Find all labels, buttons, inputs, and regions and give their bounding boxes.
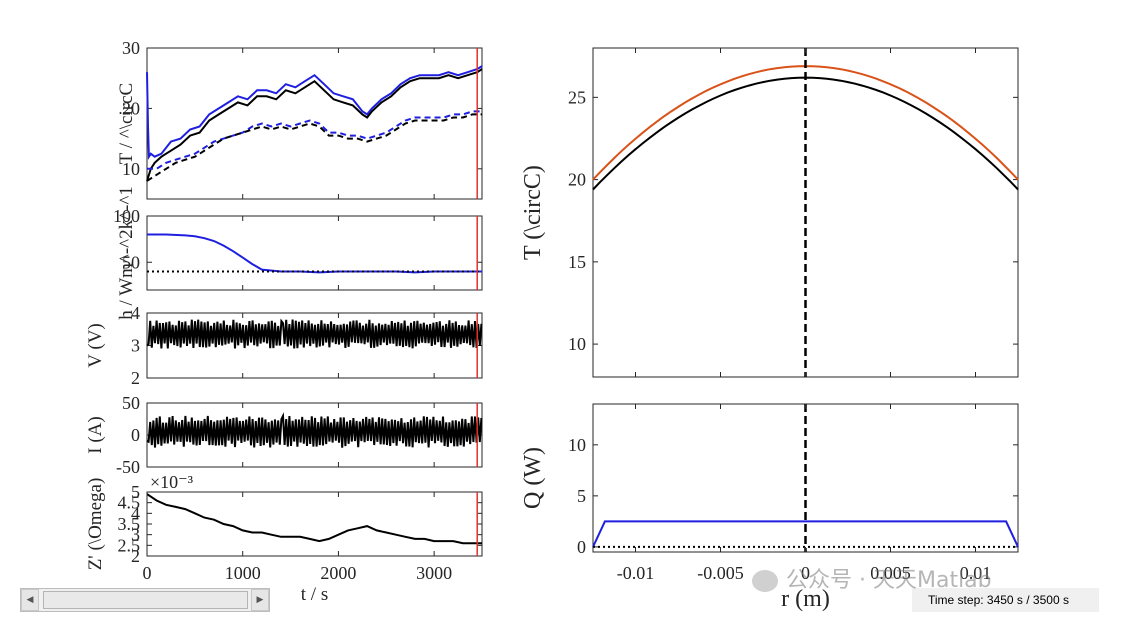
y-tick-label: 2	[131, 368, 140, 388]
series-line-blue-dashed	[147, 110, 482, 170]
series-line-black-dashed	[146, 113, 482, 182]
y-axis-label: h / Wm^-^2k^-^1	[116, 186, 137, 319]
y-axis-label: I (A)	[85, 416, 106, 453]
wechat-icon	[752, 570, 778, 592]
series-line-black-solid	[146, 493, 482, 545]
y-tick-label: 20	[122, 98, 140, 118]
x-tick-label: 0	[801, 563, 810, 583]
x-tick-label: 3000	[416, 563, 452, 583]
y-tick-label: 30	[122, 38, 140, 58]
watermark: 公众号 · 天天Matlab	[752, 562, 992, 594]
series-line-black-solid	[146, 318, 483, 349]
y-tick-label: 15	[568, 252, 586, 272]
y-tick-label: 4	[131, 303, 140, 323]
x-tick-label: -0.01	[617, 563, 655, 583]
y-tick-label: 4.5	[118, 493, 141, 513]
x-tick-label: 2000	[320, 563, 356, 583]
y-tick-label: 5	[131, 482, 140, 502]
axes-box-1	[146, 215, 483, 291]
time-step-label: Time step: 3450 s / 3500 s	[912, 588, 1099, 612]
z-exponent-label: ×10⁻³	[150, 472, 194, 492]
y-tick-label: -50	[116, 457, 140, 477]
y-tick-label: 3	[131, 525, 140, 545]
series-line-black-solid	[146, 412, 483, 448]
y-tick-label: 0	[577, 537, 586, 557]
x-tick-label: 0	[143, 563, 152, 583]
y-tick-label: 0	[131, 425, 140, 445]
y-axis-label: Q (W)	[520, 447, 546, 509]
y-tick-label: 25	[568, 87, 586, 107]
y-tick-label: 2.5	[118, 535, 141, 555]
y-tick-label: 10	[568, 334, 586, 354]
x-tick-label: 0.005	[870, 563, 911, 583]
y-tick-label: 2	[131, 546, 140, 566]
y-tick-label: 3	[131, 336, 140, 356]
scroll-right-button[interactable]: ▶	[251, 589, 269, 611]
series-line-blue-solid	[146, 65, 483, 160]
y-tick-label: 50	[122, 393, 140, 413]
y-tick-label: 50	[122, 252, 140, 272]
watermark-text: 公众号 · 天天Matlab	[786, 568, 992, 593]
y-tick-label: 20	[568, 170, 586, 190]
series-line-black-solid	[146, 68, 483, 182]
y-axis-label: T (\circC)	[520, 165, 546, 260]
axes-box-4	[146, 491, 483, 557]
x-axis-label-time: t / s	[301, 584, 328, 605]
y-tick-label: 10	[568, 435, 586, 455]
series-line-blue-solid	[592, 520, 1019, 548]
y-tick-label: 100	[113, 206, 140, 226]
y-tick-label: 3.5	[118, 514, 141, 534]
time-scrollbar[interactable]: ◀ ▶	[20, 588, 270, 612]
y-tick-label: 4	[131, 503, 140, 523]
x-tick-label: -0.005	[697, 563, 744, 583]
y-axis-label: T / ^\circC	[116, 83, 137, 164]
y-tick-label: 5	[577, 486, 586, 506]
x-tick-label: 0.01	[960, 563, 992, 583]
x-tick-label: 1000	[225, 563, 261, 583]
x-axis-label-r: r (m)	[781, 586, 830, 612]
y-axis-label: Z' (\Omega)	[85, 478, 106, 571]
y-axis-label: V (V)	[85, 323, 106, 368]
series-line-blue-solid	[147, 233, 482, 274]
scroll-left-button[interactable]: ◀	[21, 589, 39, 611]
y-tick-label: 10	[122, 159, 140, 179]
scroll-thumb[interactable]	[43, 591, 248, 609]
axes-box-0	[146, 47, 483, 200]
